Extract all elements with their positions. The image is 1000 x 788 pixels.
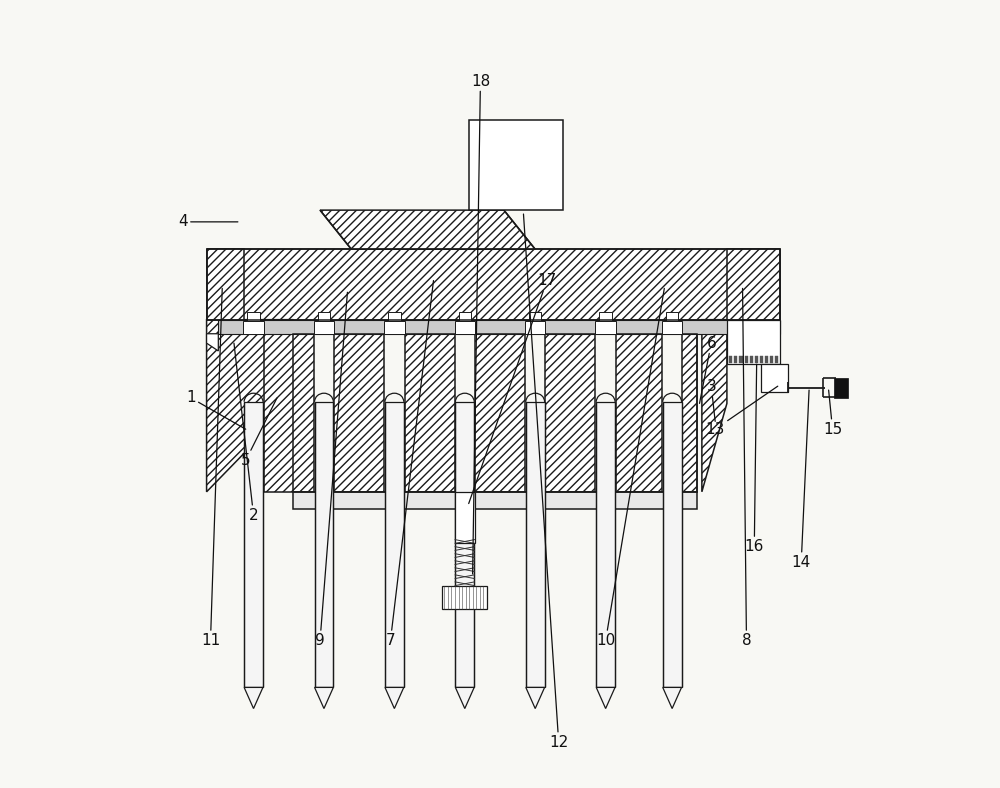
- Text: 4: 4: [178, 214, 238, 229]
- Bar: [662, 322, 682, 334]
- Bar: [745, 355, 748, 362]
- Bar: [385, 402, 404, 687]
- Text: 5: 5: [241, 398, 277, 468]
- Bar: [739, 355, 743, 362]
- Bar: [455, 492, 475, 543]
- Bar: [388, 312, 401, 322]
- Text: 12: 12: [523, 214, 568, 749]
- Bar: [682, 334, 697, 492]
- Bar: [442, 585, 487, 609]
- Bar: [244, 402, 263, 687]
- Bar: [475, 334, 525, 492]
- Bar: [247, 312, 260, 322]
- Bar: [293, 334, 697, 492]
- Polygon shape: [320, 210, 535, 249]
- Polygon shape: [702, 320, 727, 492]
- Bar: [599, 312, 612, 322]
- Bar: [545, 334, 595, 492]
- Bar: [616, 334, 662, 492]
- Bar: [243, 322, 264, 334]
- Bar: [834, 377, 848, 398]
- Polygon shape: [663, 687, 682, 708]
- Bar: [727, 320, 780, 364]
- Bar: [750, 355, 753, 362]
- Bar: [207, 249, 780, 320]
- Polygon shape: [244, 687, 263, 708]
- Bar: [455, 402, 474, 687]
- Bar: [469, 120, 563, 210]
- Polygon shape: [526, 687, 545, 708]
- Bar: [734, 355, 737, 362]
- Bar: [755, 355, 758, 362]
- Bar: [318, 312, 330, 322]
- Bar: [384, 322, 405, 334]
- Text: 1: 1: [186, 390, 246, 429]
- Bar: [770, 355, 773, 362]
- Text: 8: 8: [742, 288, 751, 648]
- Bar: [264, 334, 314, 492]
- Text: 13: 13: [705, 386, 778, 437]
- Text: 17: 17: [469, 273, 557, 504]
- Bar: [525, 322, 545, 334]
- Bar: [761, 364, 788, 392]
- Text: 14: 14: [792, 390, 811, 570]
- Text: 11: 11: [201, 288, 222, 648]
- Bar: [455, 322, 475, 334]
- Text: 7: 7: [386, 281, 433, 648]
- Bar: [666, 312, 678, 322]
- Bar: [663, 402, 682, 687]
- Bar: [315, 402, 333, 687]
- Bar: [293, 492, 697, 509]
- Text: 9: 9: [315, 292, 347, 648]
- Polygon shape: [207, 334, 218, 351]
- Bar: [207, 249, 244, 320]
- Bar: [218, 320, 780, 334]
- Bar: [760, 355, 763, 362]
- Polygon shape: [385, 687, 404, 708]
- Bar: [314, 322, 334, 334]
- Text: 10: 10: [596, 288, 664, 648]
- Text: 2: 2: [234, 343, 258, 522]
- Polygon shape: [315, 687, 333, 708]
- Bar: [775, 355, 778, 362]
- Polygon shape: [596, 687, 615, 708]
- Bar: [405, 334, 455, 492]
- Polygon shape: [455, 687, 474, 708]
- Bar: [727, 249, 780, 320]
- Text: 16: 16: [745, 364, 764, 554]
- Text: 6: 6: [700, 336, 716, 403]
- Bar: [729, 355, 732, 362]
- Bar: [526, 402, 545, 687]
- Text: 3: 3: [706, 379, 716, 422]
- Bar: [595, 322, 616, 334]
- Bar: [459, 312, 471, 322]
- Polygon shape: [207, 320, 293, 492]
- Bar: [529, 312, 541, 322]
- Bar: [334, 334, 384, 492]
- Bar: [765, 355, 768, 362]
- Bar: [596, 402, 615, 687]
- Text: 15: 15: [823, 390, 842, 437]
- Text: 18: 18: [471, 73, 490, 574]
